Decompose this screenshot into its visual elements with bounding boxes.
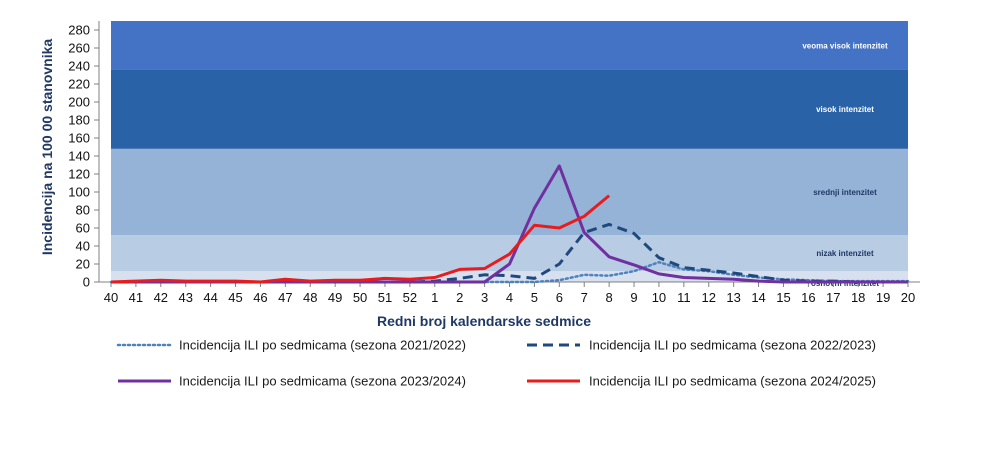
chart-axes: 0204060801001201401601802002202402602804… bbox=[68, 21, 920, 305]
y-tick-label: 100 bbox=[68, 185, 90, 200]
x-tick-label: 47 bbox=[278, 290, 292, 305]
x-tick-label: 45 bbox=[228, 290, 242, 305]
intensity-band-label: visok intenzitet bbox=[816, 105, 874, 114]
x-tick-label: 15 bbox=[776, 290, 790, 305]
x-tick-label: 20 bbox=[901, 290, 915, 305]
chart-series bbox=[109, 164, 910, 284]
series-line-3 bbox=[110, 194, 611, 284]
x-tick-label: 46 bbox=[253, 290, 267, 305]
x-tick-label: 41 bbox=[129, 290, 143, 305]
intensity-band-0 bbox=[111, 271, 908, 282]
y-tick-label: 60 bbox=[76, 221, 90, 236]
y-tick-label: 160 bbox=[68, 131, 90, 146]
x-tick-label: 6 bbox=[556, 290, 563, 305]
intensity-band-label: veoma visok intenzitet bbox=[802, 41, 888, 50]
y-tick-label: 20 bbox=[76, 257, 90, 272]
intensity-band-3 bbox=[111, 69, 908, 149]
x-tick-label: 43 bbox=[178, 290, 192, 305]
x-tick-label: 50 bbox=[353, 290, 367, 305]
x-tick-label: 14 bbox=[751, 290, 765, 305]
x-tick-label: 10 bbox=[652, 290, 666, 305]
y-tick-label: 180 bbox=[68, 113, 90, 128]
y-axis-title: Incidencija na 100 00 stanovnika bbox=[39, 39, 55, 256]
x-tick-label: 17 bbox=[826, 290, 840, 305]
legend-label-2: Incidencija ILI po sedmicama (sezona 202… bbox=[179, 374, 466, 389]
intensity-band-2 bbox=[111, 148, 908, 236]
x-tick-label: 44 bbox=[203, 290, 217, 305]
x-tick-label: 12 bbox=[702, 290, 716, 305]
y-tick-label: 260 bbox=[68, 41, 90, 56]
x-tick-label: 49 bbox=[328, 290, 342, 305]
chart-legend: Incidencija ILI po sedmicama (sezona 202… bbox=[116, 338, 876, 389]
x-tick-label: 7 bbox=[581, 290, 588, 305]
y-tick-label: 200 bbox=[68, 95, 90, 110]
y-tick-label: 120 bbox=[68, 167, 90, 182]
x-tick-label: 3 bbox=[481, 290, 488, 305]
legend-label-3: Incidencija ILI po sedmicama (sezona 202… bbox=[589, 374, 876, 389]
x-tick-label: 11 bbox=[677, 290, 691, 305]
x-tick-label: 52 bbox=[403, 290, 417, 305]
y-tick-label: 140 bbox=[68, 149, 90, 164]
x-tick-label: 19 bbox=[876, 290, 890, 305]
x-tick-label: 2 bbox=[456, 290, 463, 305]
x-axis-title: Redni broj kalendarske sedmice bbox=[377, 313, 591, 329]
intensity-band-4 bbox=[111, 21, 908, 70]
x-tick-label: 9 bbox=[630, 290, 637, 305]
x-tick-label: 1 bbox=[431, 290, 438, 305]
x-tick-label: 8 bbox=[606, 290, 613, 305]
intensity-band-label: nizak intenzitet bbox=[816, 249, 874, 258]
y-tick-label: 280 bbox=[68, 23, 90, 38]
y-tick-label: 0 bbox=[83, 275, 90, 290]
x-tick-label: 48 bbox=[303, 290, 317, 305]
x-tick-label: 4 bbox=[506, 290, 513, 305]
y-tick-label: 220 bbox=[68, 77, 90, 92]
x-tick-label: 16 bbox=[801, 290, 815, 305]
legend-label-0: Incidencija ILI po sedmicama (sezona 202… bbox=[179, 338, 466, 353]
x-tick-label: 42 bbox=[154, 290, 168, 305]
x-tick-label: 51 bbox=[378, 290, 392, 305]
y-tick-label: 80 bbox=[76, 203, 90, 218]
x-tick-label: 13 bbox=[726, 290, 740, 305]
x-tick-label: 40 bbox=[104, 290, 118, 305]
legend-label-1: Incidencija ILI po sedmicama (sezona 202… bbox=[589, 338, 876, 353]
intensity-band-label: srednji intenzitet bbox=[813, 188, 877, 197]
x-tick-label: 5 bbox=[531, 290, 538, 305]
y-tick-label: 40 bbox=[76, 239, 90, 254]
y-tick-label: 240 bbox=[68, 59, 90, 74]
x-tick-label: 18 bbox=[851, 290, 865, 305]
